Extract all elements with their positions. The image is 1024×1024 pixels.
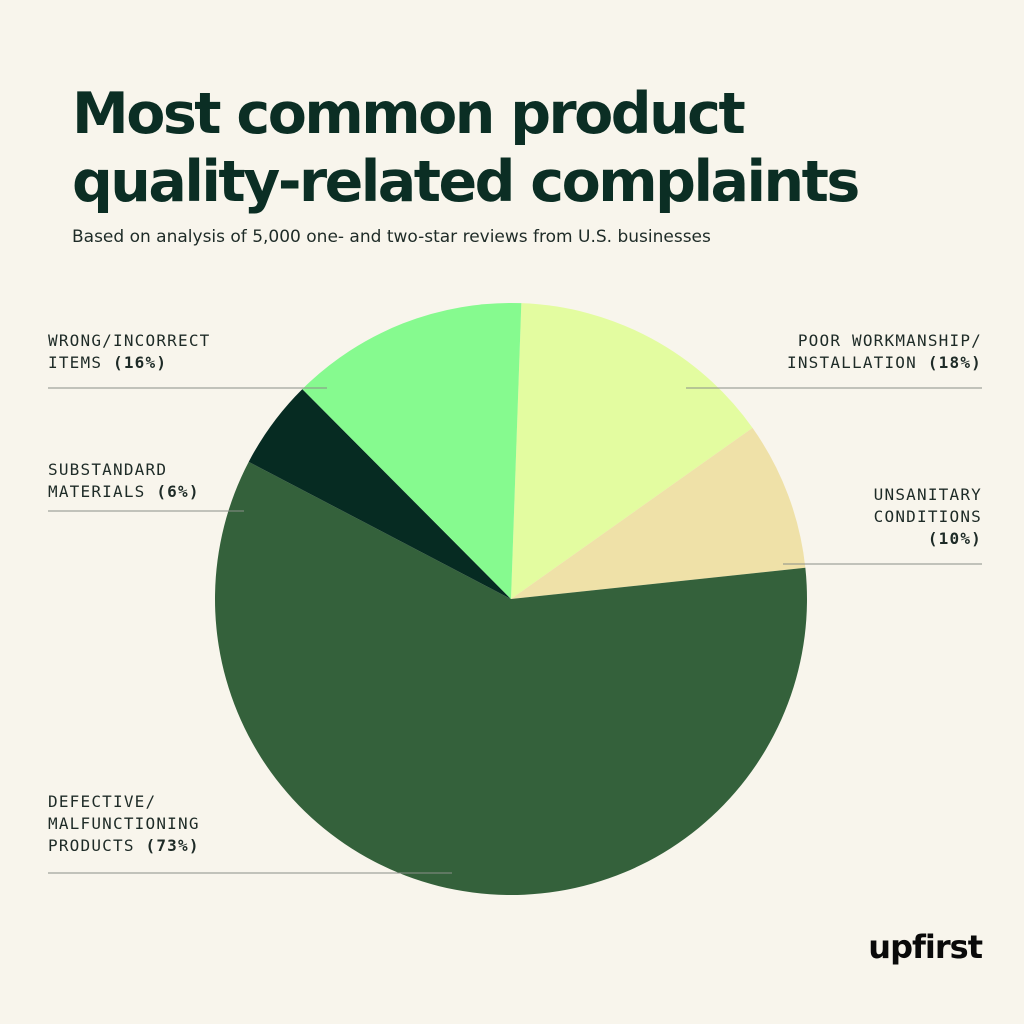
slice-label-defective-products: DEFECTIVE/ MALFUNCTIONING PRODUCTS (73%) (48, 792, 200, 855)
slice-label-substandard-materials: SUBSTANDARD MATERIALS (6%) (48, 460, 200, 501)
slice-label-wrong-items: WRONG/INCORRECT ITEMS (16%) (48, 331, 211, 372)
slice-label-poor-workmanship: POOR WORKMANSHIP/ INSTALLATION (18%) (786, 331, 982, 372)
pie-slice-poor-workmanship (511, 303, 753, 599)
pie-slice-unsanitary-conditions (511, 427, 806, 599)
chart-title-line-2: quality-related complaints (72, 149, 860, 215)
pie-slice-wrong-items (302, 302, 522, 599)
chart-title-line-1: Most common product (72, 81, 746, 147)
slice-label-unsanitary-conditions: UNSANITARY CONDITIONS (10%) (873, 485, 982, 548)
pie-slice-defective-products (214, 461, 807, 896)
chart-title: Most common product quality-related comp… (72, 80, 972, 216)
chart-subtitle: Based on analysis of 5,000 one- and two-… (72, 227, 711, 247)
pie-slice-substandard-materials (248, 389, 511, 599)
upfirst-logo: upfirst (868, 928, 983, 966)
